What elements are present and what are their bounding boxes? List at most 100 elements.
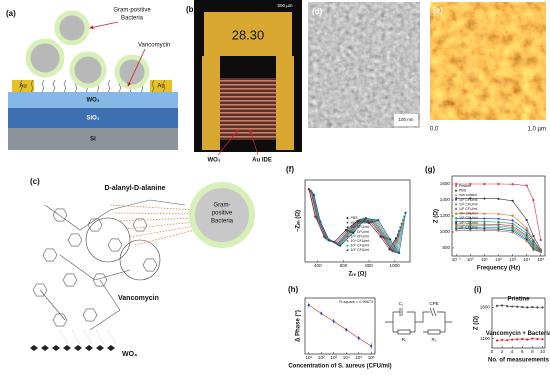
data-point (497, 217, 500, 220)
data-point (364, 217, 367, 220)
data-point (536, 337, 539, 341)
panel-label: (c) (30, 177, 40, 186)
series-line (497, 305, 543, 308)
linker (63, 79, 67, 93)
x-tick-label: 800 (365, 263, 373, 268)
data-point (531, 337, 534, 340)
data-point (511, 226, 514, 229)
data-point (521, 305, 524, 309)
data-point (526, 338, 529, 341)
layer-label: Si (90, 137, 96, 143)
legend-marker (346, 235, 349, 238)
data-point (339, 244, 342, 247)
display-text: 28.30 (232, 27, 265, 42)
bond (39, 289, 66, 321)
data-point (539, 238, 542, 242)
data-point (539, 251, 542, 254)
panel-label: (f) (286, 165, 294, 174)
data-point (377, 218, 380, 222)
h-bond (119, 217, 196, 222)
x-tick-label: 10³ (509, 257, 516, 262)
data-point (511, 228, 514, 231)
bond (99, 279, 121, 311)
molecules (19, 79, 166, 93)
h-bond (59, 329, 71, 349)
legend-marker (346, 249, 349, 252)
x-tick-label: 4 (511, 349, 514, 354)
panel-d: (d) 100 nm (308, 2, 420, 128)
series-line (456, 218, 542, 252)
legend-label: 10⁵ CFU/ml (459, 216, 478, 220)
gold-pad (204, 12, 292, 56)
ring (87, 218, 103, 232)
series-line (456, 183, 542, 241)
component-label: CPE (429, 301, 438, 306)
legend-marker (346, 244, 349, 247)
annotation: Bacteria (211, 219, 234, 225)
series-line (456, 198, 542, 250)
legend-marker (346, 240, 349, 242)
data-point (328, 239, 331, 242)
data-point (532, 239, 535, 242)
component-label: C₁ (399, 301, 404, 306)
ring (42, 248, 58, 262)
legend-label: 10³ CFU/ml (459, 207, 478, 211)
series-label: Pristine (507, 296, 530, 302)
h-bond (71, 329, 83, 349)
lattice (85, 345, 93, 351)
x-tick-label: 400 (314, 263, 322, 268)
legend-label: van coated (351, 221, 369, 225)
linker (151, 79, 155, 93)
linker (162, 79, 166, 93)
h-bond (114, 212, 196, 215)
component (397, 307, 441, 335)
panel-c: (c) Gram- positive Bacteria D-alanyl-D-a… (30, 177, 255, 358)
data-point (352, 231, 355, 234)
ring (62, 273, 78, 287)
data-point (511, 229, 514, 232)
data-point (532, 234, 535, 238)
series-label: Vancomycin + Bacteria (486, 331, 550, 337)
ring (52, 208, 68, 222)
data-point (511, 222, 514, 225)
linker (107, 79, 111, 93)
legend-marker (455, 212, 457, 215)
data-point (469, 197, 472, 200)
panel-a: (a) Au Au WO₃ SiO₂ Si Gram-positive Bact… (6, 8, 178, 150)
data-point (511, 199, 514, 202)
ide-area (220, 78, 276, 140)
data-point (541, 306, 544, 309)
annotation: positive (212, 211, 233, 217)
data-point (525, 232, 528, 235)
x-tick-label: 10⁻¹ (452, 257, 462, 262)
data-point (483, 182, 486, 186)
linker (52, 79, 56, 93)
legend-marker (455, 194, 457, 197)
h-bond (83, 329, 95, 349)
plot-frame (304, 179, 411, 263)
data-point (500, 304, 504, 307)
legend-label: 10¹ CFU/ml (351, 225, 370, 229)
ring (132, 218, 148, 232)
annotation: Vancomycin (118, 295, 159, 302)
data-point (521, 337, 524, 341)
scale-label: 500 µm (277, 3, 292, 8)
linker (30, 79, 34, 93)
data-point (320, 312, 323, 315)
panel-label: (b) (186, 5, 197, 14)
annotation: D-alanyl-D-alanine (104, 185, 165, 192)
legend-label: 10³ CFU/ml (351, 234, 370, 238)
layer-label: SiO₂ (86, 116, 99, 122)
x-tick-label: 10⁴ (343, 355, 350, 360)
data-point (483, 229, 486, 232)
data-point (483, 227, 486, 231)
data-point (469, 182, 472, 186)
data-point (455, 224, 458, 227)
data-point (536, 306, 539, 309)
x-tick-label: 10¹ (305, 355, 312, 360)
series-line (313, 194, 406, 254)
legend-marker (455, 217, 457, 220)
series-line (456, 230, 541, 253)
bond (44, 204, 81, 231)
